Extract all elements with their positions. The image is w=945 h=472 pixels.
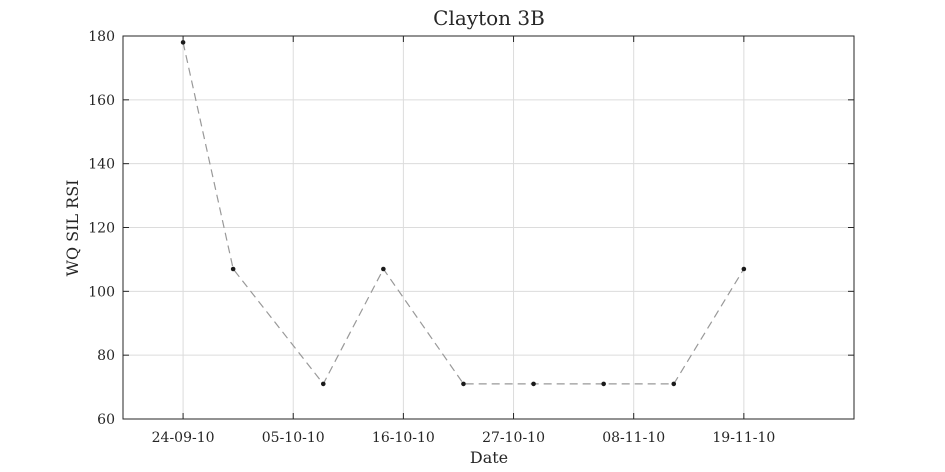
y-tick-label: 140 <box>88 157 115 173</box>
data-point <box>320 381 326 387</box>
y-tick-label: 100 <box>88 284 115 300</box>
grid-lines <box>123 35 854 420</box>
y-tick-label: 80 <box>97 348 115 364</box>
data-point <box>461 381 466 387</box>
data-point <box>741 266 747 272</box>
y-tick-label: 160 <box>88 93 115 109</box>
tick-labels: 24-09-10 05-10-10 16-10-10 27-10-10 08-11-10… <box>88 29 775 446</box>
data-point <box>601 381 606 387</box>
x-tick-label: 27-10-10 <box>482 430 545 446</box>
y-tick-label: 60 <box>97 412 115 428</box>
chart-title: Clayton 3B <box>433 6 545 30</box>
x-tick-label: 16-10-10 <box>372 430 435 446</box>
x-tick-label: 24-09-10 <box>152 430 215 446</box>
y-tick-label: 120 <box>88 221 115 237</box>
data-point <box>230 266 236 272</box>
series-line <box>182 42 745 386</box>
data-point <box>531 381 536 387</box>
x-tick-label: 05-10-10 <box>262 430 325 446</box>
data-point <box>180 40 186 45</box>
data-point <box>381 266 386 272</box>
x-axis-label: Date <box>470 448 508 467</box>
axis-ticks <box>123 35 854 420</box>
y-tick-label: 180 <box>88 29 115 45</box>
x-tick-label: 08-11-10 <box>602 430 665 446</box>
data-point <box>671 381 677 387</box>
x-tick-label: 19-11-10 <box>712 430 775 446</box>
y-axis-label: WQ SIL RSI <box>63 180 82 277</box>
series-layer <box>180 40 747 387</box>
